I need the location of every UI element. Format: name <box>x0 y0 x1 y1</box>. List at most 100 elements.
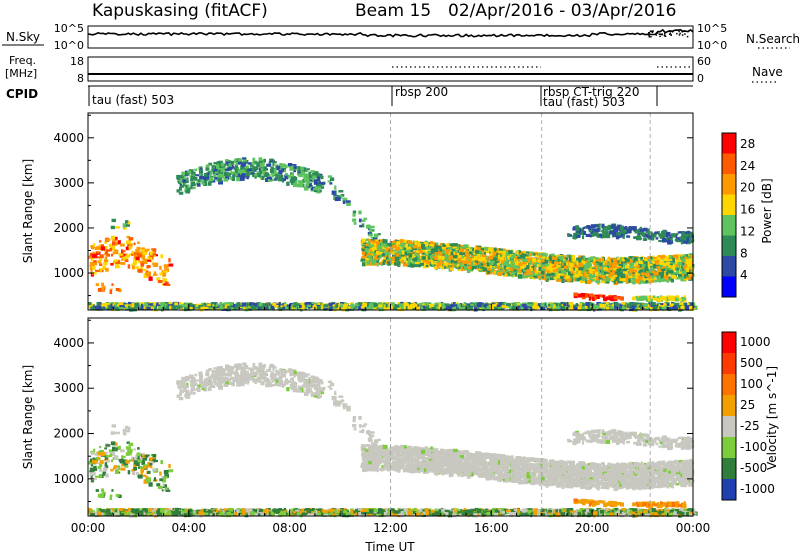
power-echo <box>630 268 634 273</box>
power-echo <box>238 170 242 173</box>
power-echo <box>501 260 504 263</box>
freq-right-tick-top: 60 <box>697 55 711 68</box>
power-echo <box>612 270 616 272</box>
power-echo <box>400 239 404 242</box>
power-echo <box>603 296 605 300</box>
power-echo <box>678 231 682 233</box>
power-echo <box>564 266 567 269</box>
power-echo <box>371 242 373 244</box>
power-echo <box>401 243 405 247</box>
power-echo <box>601 281 605 283</box>
power-echo <box>111 236 116 240</box>
power-echo <box>115 262 118 264</box>
power-echo <box>514 265 516 268</box>
power-echo <box>590 234 592 237</box>
noise-panel: N.Sky 10^5 10^0 10^5 10^0 N.Search <box>2 22 800 52</box>
noise-search-point <box>664 33 666 35</box>
power-echo <box>105 268 109 272</box>
power-echo <box>586 234 590 237</box>
noise-search-point <box>676 33 678 35</box>
power-echo <box>655 260 660 264</box>
power-echo <box>640 257 643 260</box>
power-echo <box>535 262 538 265</box>
power-echo <box>661 231 665 235</box>
power-echo <box>119 253 123 256</box>
power-echo <box>594 229 599 233</box>
power-echo <box>235 173 238 175</box>
date-range: 02/Apr/2016 - 03/Apr/2016 <box>448 1 676 21</box>
power-echo <box>334 187 337 189</box>
power-echo <box>587 262 591 267</box>
power-echo <box>416 250 419 253</box>
power-echo <box>112 219 117 222</box>
freq-right-tick-bottom: 0 <box>697 72 704 85</box>
power-echo <box>147 260 151 262</box>
power-echo <box>149 257 152 260</box>
noise-search-point <box>652 30 654 32</box>
power-echo <box>304 178 309 182</box>
power-echo <box>238 158 242 161</box>
power-echo <box>140 263 144 267</box>
power-echo <box>436 246 441 249</box>
power-echo <box>653 257 657 259</box>
power-echo <box>558 268 562 270</box>
power-echo <box>254 173 257 176</box>
power-echo <box>610 277 614 281</box>
power-echo <box>595 257 599 259</box>
power-echo <box>677 296 679 299</box>
power-echo <box>158 280 163 283</box>
nave-label: Nave <box>752 65 783 79</box>
power-echo <box>402 251 404 255</box>
power-echo <box>587 271 589 274</box>
power-echo <box>91 246 94 250</box>
power-echo <box>507 256 510 260</box>
noise-search-point <box>657 32 659 34</box>
beam-label: Beam 15 <box>355 1 431 21</box>
power-echo <box>521 253 525 256</box>
power-echo <box>683 255 686 257</box>
power-echo <box>218 174 223 178</box>
power-echo <box>602 234 606 239</box>
power-echo <box>490 261 494 265</box>
power-echo <box>136 266 139 269</box>
power-echo <box>442 247 446 249</box>
power-echo <box>408 240 412 244</box>
power-echo <box>387 243 392 246</box>
power-echo <box>609 296 613 300</box>
power-echo <box>260 164 264 167</box>
power-echo <box>199 170 203 174</box>
power-echo <box>453 243 458 246</box>
power-echo <box>492 267 495 270</box>
cpid-segment-1: tau (fast) 503 <box>92 93 174 107</box>
power-echo <box>380 262 382 265</box>
power-echo <box>576 274 579 278</box>
power-echo <box>545 276 550 279</box>
power-echo <box>125 220 129 223</box>
power-echo <box>266 164 271 167</box>
power-echo <box>177 189 179 192</box>
power-echo <box>241 173 245 177</box>
power-echo <box>408 261 411 264</box>
power-echo <box>449 255 453 258</box>
noise-search-point <box>656 34 658 36</box>
power-echo <box>401 257 405 260</box>
power-echo <box>596 295 599 299</box>
power-echo <box>409 244 414 247</box>
power-echo <box>675 297 678 301</box>
power-echo <box>675 268 679 270</box>
power-echo <box>128 264 131 268</box>
freq-panel-frame <box>88 57 693 81</box>
power-echo <box>584 275 588 277</box>
power-echo <box>110 263 113 266</box>
power-echo <box>616 232 621 236</box>
power-echo <box>103 262 107 265</box>
power-echo <box>611 260 613 263</box>
power-echo <box>159 273 163 276</box>
power-echo <box>593 274 595 277</box>
power-echo <box>602 258 604 261</box>
power-echo <box>410 264 414 268</box>
power-echo <box>366 239 368 241</box>
power-echo <box>557 259 559 262</box>
power-echo <box>370 259 373 262</box>
